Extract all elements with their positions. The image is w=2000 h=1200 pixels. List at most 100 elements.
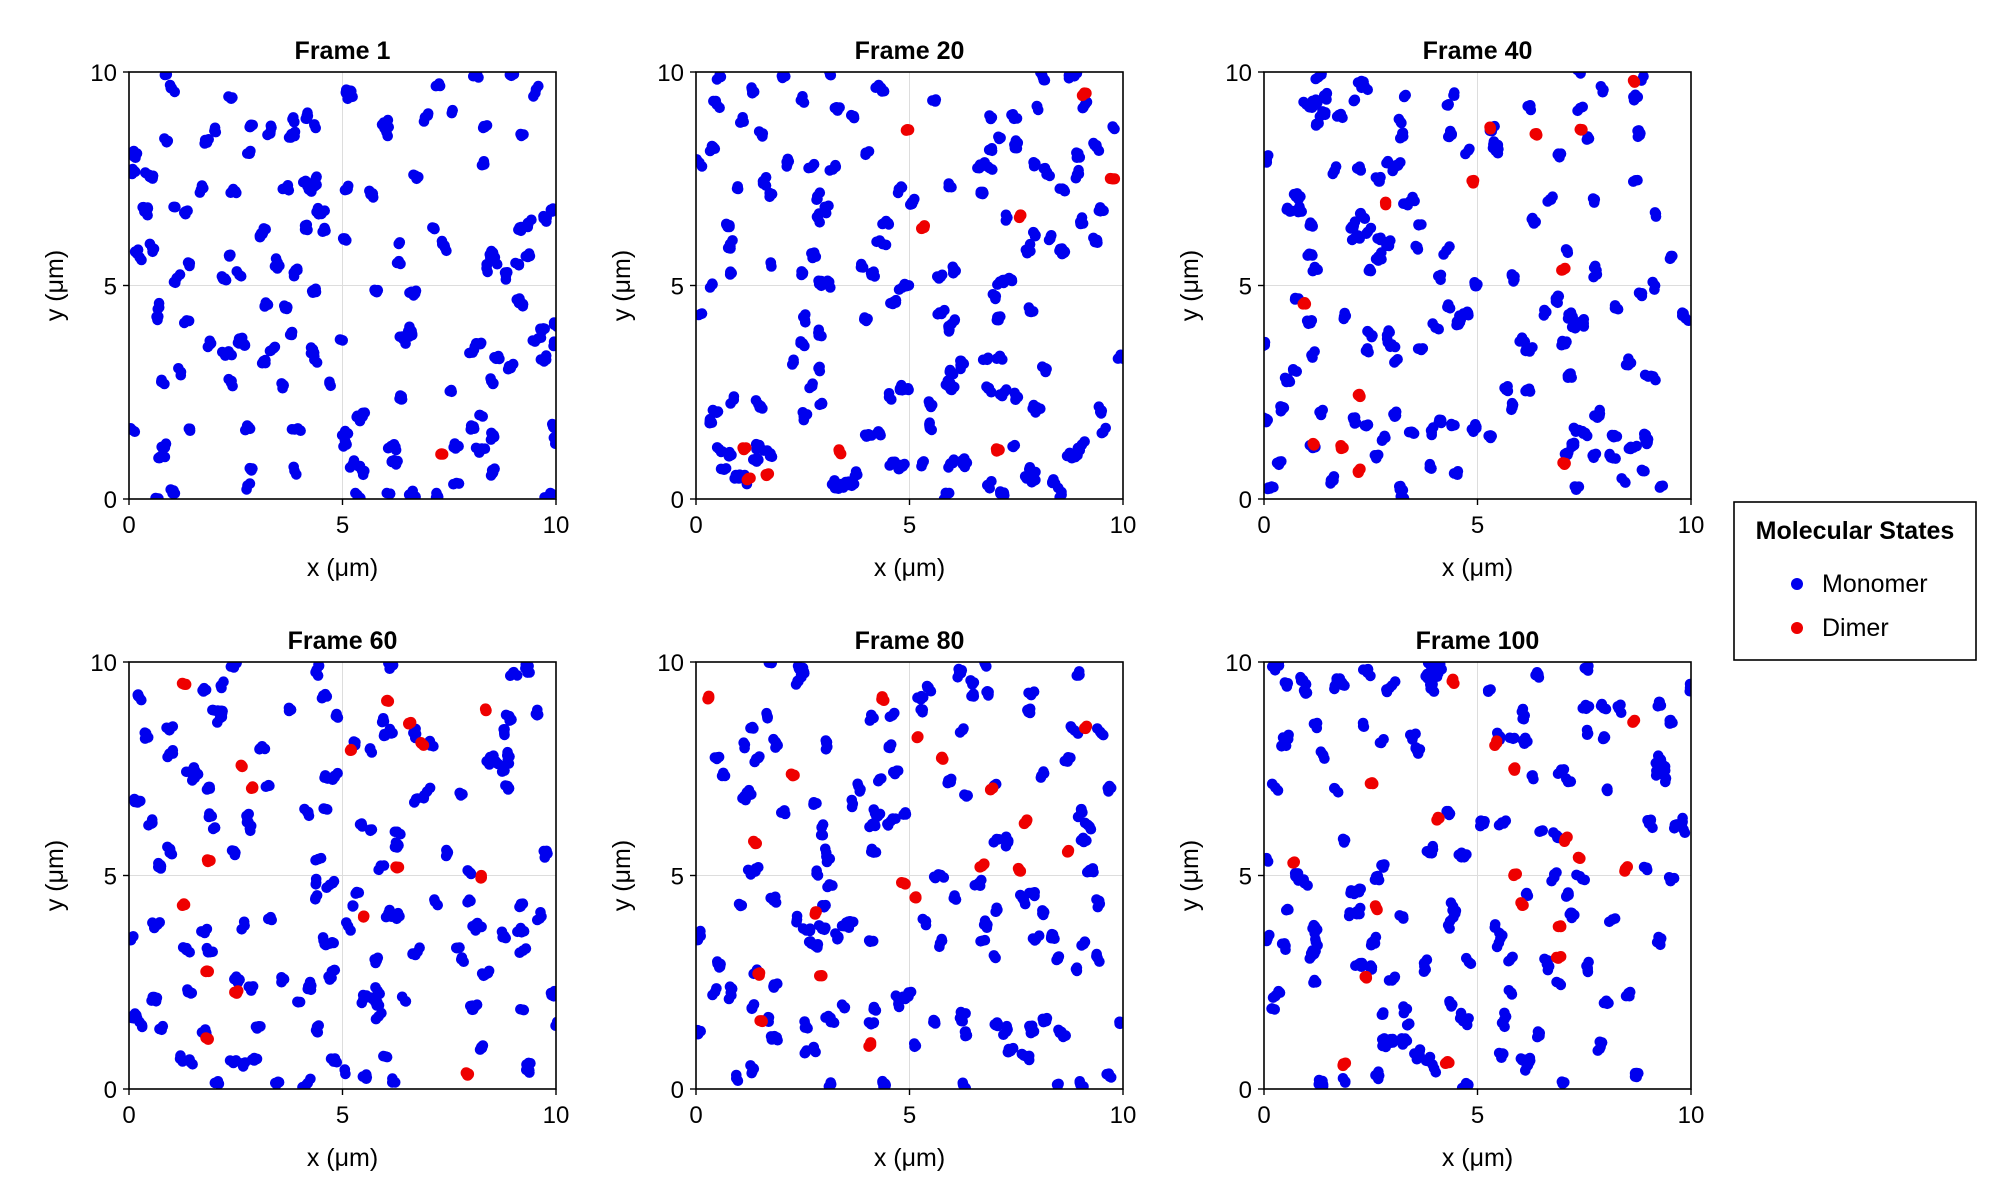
monomer-point — [1436, 417, 1447, 429]
monomer-point — [1464, 143, 1475, 155]
monomer-point — [1387, 1037, 1399, 1048]
dimer-point — [744, 472, 756, 484]
monomer-point — [1360, 345, 1372, 357]
monomer-point — [1615, 707, 1627, 718]
x-axis-label: x (μm) — [307, 554, 378, 582]
monomer-point — [347, 900, 359, 911]
monomer-point — [1520, 888, 1532, 900]
dimer-point — [381, 695, 393, 707]
monomer-point — [1583, 133, 1595, 144]
monomer-point — [854, 786, 866, 797]
monomer-point — [1657, 480, 1669, 492]
monomer-point — [938, 493, 950, 499]
monomer-point — [1074, 1077, 1086, 1088]
dimer-point — [810, 906, 822, 918]
monomer-point — [291, 469, 302, 480]
monomer-point — [1578, 314, 1590, 325]
x-tick-label: 0 — [122, 512, 135, 539]
monomer-point — [1525, 100, 1536, 111]
monomer-point — [1010, 135, 1022, 146]
dimer-point — [1015, 209, 1027, 221]
monomer-point — [866, 430, 877, 441]
monomer-point — [1279, 938, 1290, 949]
monomer-point — [791, 917, 802, 928]
monomer-point — [976, 874, 987, 886]
y-tick-label: 5 — [104, 274, 117, 301]
monomer-point — [1315, 746, 1327, 757]
monomer-point — [1502, 385, 1514, 397]
monomer-point — [1522, 736, 1533, 747]
monomer-point — [888, 766, 899, 778]
dimer-point — [1555, 920, 1567, 932]
monomer-point — [146, 814, 158, 825]
monomer-point — [816, 330, 827, 342]
monomer-point — [1020, 244, 1032, 256]
x-tick-label: 10 — [1678, 512, 1705, 539]
monomer-point — [1638, 861, 1650, 873]
monomer-point — [238, 916, 250, 928]
monomer-point — [796, 266, 807, 277]
monomer-point — [1397, 1039, 1409, 1050]
monomer-point — [1052, 953, 1064, 965]
monomer-point — [328, 875, 340, 887]
monomer-point — [263, 913, 274, 925]
monomer-point — [776, 807, 787, 818]
monomer-point — [254, 743, 266, 754]
dimer-point — [1550, 951, 1563, 964]
monomer-point — [1413, 220, 1424, 231]
y-tick-label: 10 — [1225, 650, 1252, 677]
monomer-point — [1024, 464, 1035, 475]
dimer-point — [1079, 722, 1092, 735]
monomer-point — [502, 746, 513, 758]
monomer-point — [961, 457, 973, 469]
monomer-point — [1383, 975, 1395, 986]
monomer-point — [724, 981, 736, 992]
monomer-point — [967, 679, 978, 690]
monomer-point — [825, 282, 836, 293]
legend-marker-monomer — [1791, 578, 1803, 590]
monomer-point — [224, 251, 235, 262]
monomer-point — [378, 1050, 389, 1062]
y-axis-label: y (μm) — [41, 250, 69, 321]
monomer-point — [1432, 662, 1444, 667]
monomer-point — [1466, 424, 1478, 435]
monomer-point — [300, 113, 312, 124]
dimer-point — [760, 469, 772, 481]
monomer-point — [707, 989, 718, 1001]
dimer-point — [1515, 897, 1527, 909]
monomer-point — [168, 485, 179, 496]
points-panel-1 — [129, 72, 556, 499]
monomer-point — [1599, 732, 1611, 743]
monomer-point — [977, 186, 989, 198]
monomer-point — [396, 393, 408, 405]
monomer-point — [1556, 339, 1567, 351]
monomer-point — [948, 455, 959, 466]
monomer-point — [206, 811, 218, 822]
monomer-point — [226, 349, 237, 361]
monomer-point — [938, 872, 950, 883]
monomer-point — [867, 935, 879, 947]
monomer-point — [960, 1008, 971, 1019]
monomer-point — [799, 1047, 811, 1059]
x-tick-label: 10 — [543, 1102, 570, 1129]
monomer-point — [1307, 352, 1318, 363]
dimer-point — [345, 744, 357, 756]
monomer-point — [722, 221, 733, 233]
monomer-point — [716, 770, 728, 782]
monomer-point — [154, 452, 165, 464]
monomer-point — [1383, 325, 1394, 336]
monomer-point — [1094, 202, 1106, 213]
monomer-point — [1329, 683, 1340, 695]
monomer-point — [500, 780, 511, 791]
monomer-point — [1632, 91, 1644, 103]
monomer-point — [1264, 852, 1272, 864]
monomer-point — [1620, 477, 1631, 488]
monomer-point — [468, 423, 480, 435]
monomer-point — [400, 996, 412, 1007]
dimer-point — [179, 899, 191, 911]
monomer-point — [315, 852, 327, 864]
monomer-point — [310, 892, 321, 904]
dimer-point — [229, 986, 241, 998]
monomer-point — [1000, 209, 1012, 221]
monomer-point — [162, 751, 173, 763]
